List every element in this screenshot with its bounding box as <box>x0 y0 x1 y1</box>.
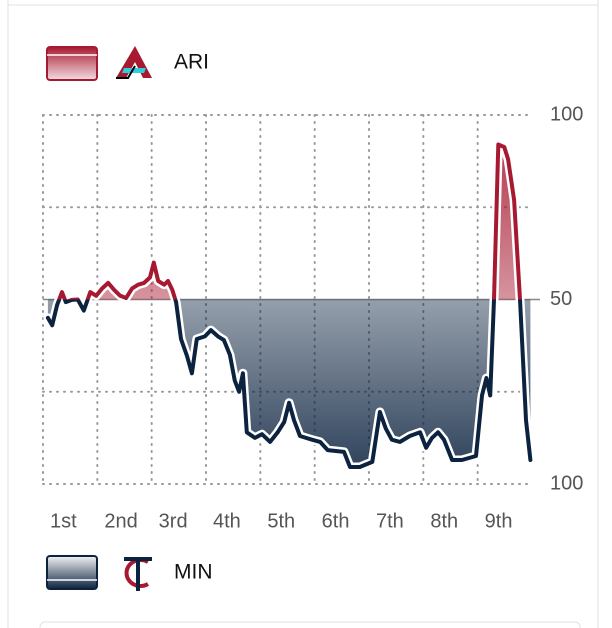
legend-label: ARI <box>174 51 209 74</box>
region <box>43 299 535 472</box>
x-tick-label: 9th <box>485 510 513 532</box>
min-logo <box>124 557 152 591</box>
legend-label: MIN <box>174 561 213 584</box>
legend-swatch <box>46 555 98 590</box>
x-tick-label: 7th <box>376 510 404 532</box>
x-tick-label: 2nd <box>104 510 137 532</box>
x-tick-label: 1st <box>50 510 77 532</box>
y-tick-label: 50 <box>550 288 572 310</box>
x-tick-label: 8th <box>430 510 458 532</box>
legend-swatch <box>46 46 98 81</box>
region <box>54 140 525 300</box>
win-line <box>57 142 523 300</box>
x-tick-label: 3rd <box>159 510 188 532</box>
y-tick-label: 100 <box>550 472 583 494</box>
ari-logo <box>116 46 152 79</box>
next-card <box>39 621 581 628</box>
win-line <box>45 299 533 469</box>
region <box>47 299 531 467</box>
x-tick-label: 6th <box>322 510 350 532</box>
win-area <box>47 299 531 467</box>
x-tick-label: 4th <box>213 510 241 532</box>
y-tick-label: 100 <box>550 103 583 125</box>
x-tick-label: 5th <box>267 510 295 532</box>
